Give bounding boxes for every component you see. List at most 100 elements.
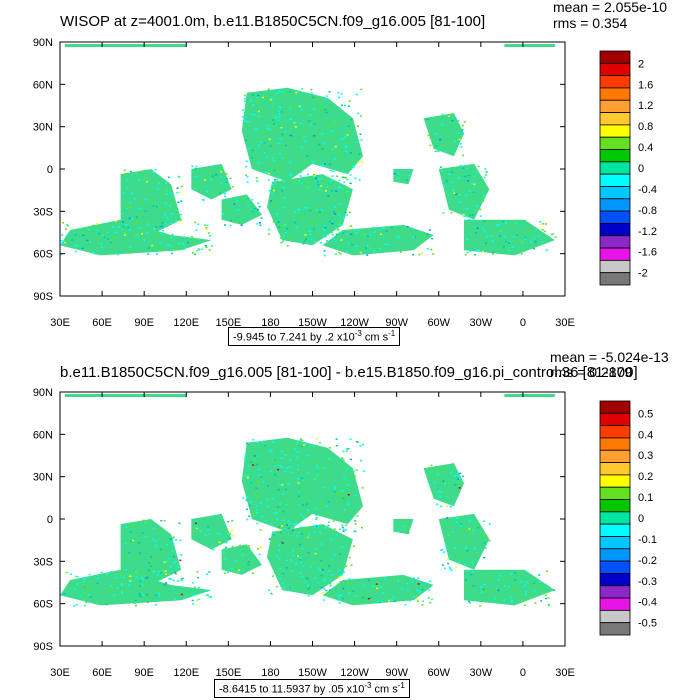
field-pixel [286,134,289,137]
field-region [423,463,464,507]
field-pixel [257,468,260,471]
field-pixel [504,240,507,243]
field-pixel [304,495,307,497]
field-pixel [170,237,172,239]
field-pixel [427,597,430,599]
field-pixel [340,239,343,241]
field-pixel [284,470,287,473]
field-pixel [461,475,464,478]
rms-value: rms = 0.2879 [550,364,633,380]
field-pixel [359,133,362,135]
field-pixel [483,190,486,192]
colorbar-swatch [599,412,631,427]
field-pixel [327,524,330,527]
field-pixel [229,177,232,180]
field-pixel [307,552,310,554]
field-pixel [473,183,476,186]
field-pixel [314,119,317,122]
lon-label: 30W [470,317,493,329]
field-pixel [455,566,458,569]
field-pixel [320,185,323,187]
field-pixel [337,498,340,500]
field-pixel [350,233,353,236]
field-pixel [294,523,297,526]
field-pixel [321,109,324,111]
field-pixel [153,171,156,174]
field-pixel [441,128,444,130]
field-pixel [344,211,347,214]
field-pixel [314,476,317,479]
field-pixel [335,226,338,229]
field-pixel [317,567,320,569]
field-region [438,163,490,220]
field-pixel [524,590,527,593]
field-pixel [340,594,342,596]
field-pixel [296,451,299,453]
field-pixel [541,241,544,243]
field-pixel [224,195,227,198]
field-pixel [462,542,465,544]
field-pixel [510,599,513,602]
field-pixel [279,577,282,580]
field-pixel [321,148,324,150]
field-pixel [435,145,438,148]
field-pixel [132,539,134,542]
field-pixel [272,532,274,534]
field-pixel [286,93,289,96]
field-pixel [396,177,399,180]
field-pixel [323,254,326,257]
field-pixel [204,534,207,536]
field-pixel [400,588,403,590]
field-pixel [328,591,331,593]
field-pixel [121,570,124,573]
field-pixel [390,226,393,229]
field-pixel [487,577,490,579]
field-pixel [336,175,339,177]
field-pixel [427,481,430,483]
field-pixel [247,564,250,566]
field-pixel [275,204,278,206]
field-pixel [207,529,210,531]
field-pixel [300,106,303,108]
field-pixel [329,589,331,591]
field-pixel [298,495,300,498]
field-pixel [522,598,525,601]
field-pixel [178,176,181,178]
field-pixel [327,125,330,127]
field-pixel [85,601,88,604]
field-pixel [205,245,207,247]
field-pixel [128,217,131,220]
field-pixel [248,547,251,549]
field-pixel [286,245,289,247]
field-pixel [266,498,269,501]
field-pixel [150,559,153,561]
field-pixel [483,194,486,197]
field-pixel [146,601,149,603]
field-pixel [312,174,315,177]
field-pixel [238,544,241,547]
field-pixel [243,120,246,122]
field-pixel [281,525,284,527]
field-pixel [461,133,464,136]
field-pixel [471,533,474,535]
field-pixel [464,253,467,256]
field-pixel [512,221,515,223]
colorbar-label: -0.8 [638,205,657,217]
field-pixel [179,191,182,194]
field-pixel [328,187,331,189]
field-pixel [278,110,281,113]
field-pixel [258,144,260,147]
field-pixel [144,522,147,525]
field-pixel [275,116,277,119]
field-pixel [273,461,276,463]
field-pixel [343,571,345,573]
field-pixel [228,537,231,540]
field-pixel [256,180,259,182]
field-pixel [310,586,313,588]
field-pixel [469,602,472,604]
field-pixel [163,208,166,211]
field-pixel [290,587,293,589]
field-pixel [216,188,219,191]
field-pixel [214,175,217,177]
field-pixel [282,91,285,93]
